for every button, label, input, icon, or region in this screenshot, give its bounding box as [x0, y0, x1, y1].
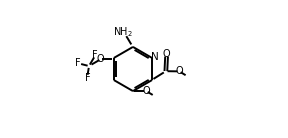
- Text: F: F: [92, 50, 98, 60]
- Text: F: F: [75, 59, 81, 68]
- Text: N: N: [151, 52, 159, 62]
- Text: O: O: [163, 49, 170, 59]
- Text: F: F: [85, 73, 90, 83]
- Text: O: O: [175, 66, 183, 76]
- Text: O: O: [97, 54, 105, 64]
- Text: NH$_2$: NH$_2$: [113, 25, 132, 39]
- Text: O: O: [142, 86, 150, 96]
